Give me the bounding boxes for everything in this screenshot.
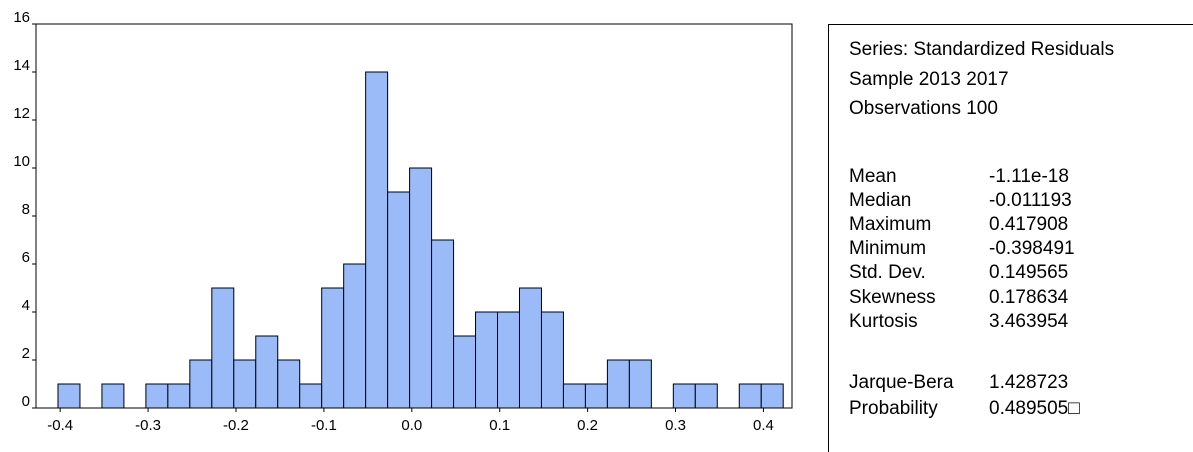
statistics-panel: Series: Standardized Residuals Sample 20…	[828, 24, 1193, 452]
stat-label: Std. Dev.	[849, 262, 926, 283]
histogram-bar	[760, 383, 784, 409]
x-tick-label: 0.0	[401, 417, 422, 434]
stat-value: 0.149565	[989, 262, 1069, 283]
histogram-bar	[518, 287, 542, 409]
histogram-bar	[167, 383, 191, 409]
stat-label: Skewness	[849, 287, 936, 308]
stat-label: Median	[849, 190, 912, 211]
stat-value: 3.463954	[989, 311, 1069, 332]
histogram-bar	[672, 383, 696, 409]
histogram-bar	[365, 71, 389, 409]
x-tick-label: 0.2	[577, 417, 598, 434]
x-tick-label: 0.1	[489, 417, 510, 434]
stat-value: -0.398491	[989, 238, 1075, 259]
stat-row-kurtosis: Kurtosis 3.463954	[849, 311, 1189, 333]
histogram-bar	[189, 359, 213, 409]
histogram-bar	[387, 191, 411, 409]
stat-row-jarque-bera: Jarque-Bera 1.428723	[849, 372, 1189, 394]
histogram-bar	[562, 383, 586, 409]
observation-count: Observations 100	[849, 98, 998, 119]
histogram-bar	[431, 239, 455, 409]
histogram-bar	[475, 311, 499, 409]
histogram-bar	[628, 359, 652, 409]
sample-range: Sample 2013 2017	[849, 69, 1009, 90]
histogram-bar	[145, 383, 169, 409]
stat-value: 0.417908	[989, 214, 1069, 235]
y-tick-label: 10	[13, 153, 30, 170]
histogram-bar	[453, 335, 477, 409]
y-tick-label: 4	[22, 297, 30, 314]
stat-row-skewness: Skewness 0.178634	[849, 287, 1189, 309]
stat-value: 1.428723	[989, 372, 1069, 393]
y-tick-label: 16	[13, 9, 30, 26]
histogram-bar	[409, 167, 433, 409]
histogram-bar	[343, 263, 367, 409]
histogram-bar	[321, 287, 345, 409]
stat-row-minimum: Minimum -0.398491	[849, 238, 1189, 260]
stat-label: Maximum	[849, 214, 932, 235]
histogram-bar	[738, 383, 762, 409]
x-tick-label: -0.1	[311, 417, 337, 434]
x-tick-label: -0.3	[135, 417, 161, 434]
stat-row-std-dev: Std. Dev. 0.149565	[849, 262, 1189, 284]
stat-value: -0.011193	[989, 190, 1072, 211]
stat-row-median: Median -0.011193	[849, 190, 1189, 212]
stat-value: 0.489505□	[989, 398, 1080, 419]
y-tick-label: 12	[13, 105, 30, 122]
histogram-bar	[255, 335, 279, 409]
stat-label: Jarque-Bera	[849, 372, 954, 393]
x-tick-label: -0.4	[47, 417, 73, 434]
histogram-bar	[694, 383, 718, 409]
stat-row-mean: Mean -1.11e-18	[849, 166, 1189, 188]
histogram-bar	[606, 359, 630, 409]
y-tick-label: 6	[22, 249, 30, 266]
histogram-bar	[299, 383, 323, 409]
y-tick-label: 14	[13, 57, 30, 74]
histogram-bar	[233, 359, 257, 409]
stat-label: Kurtosis	[849, 311, 918, 332]
stat-row-probability: Probability 0.489505□	[849, 398, 1189, 420]
histogram-bar	[584, 383, 608, 409]
stat-label: Mean	[849, 166, 897, 187]
stat-row-maximum: Maximum 0.417908	[849, 214, 1189, 236]
stat-label: Probability	[849, 398, 938, 419]
histogram-bar	[57, 383, 81, 409]
histogram-bar	[277, 359, 301, 409]
x-tick-label: -0.2	[223, 417, 249, 434]
stat-label: Minimum	[849, 238, 927, 259]
x-tick-label: 0.4	[753, 417, 774, 434]
series-name: Series: Standardized Residuals	[849, 39, 1115, 60]
histogram-bars	[57, 71, 784, 409]
y-tick-label: 8	[22, 201, 30, 218]
histogram-chart: 0 2 4 6 8 10 12 14 16 -0.4 -0.3 -0.2 -0.1 0.0 0.1 0.2 0.…	[13, 9, 793, 434]
histogram-bar	[497, 311, 520, 409]
x-tick-label: 0.3	[665, 417, 686, 434]
histogram-bar	[540, 311, 564, 409]
stat-value: -1.11e-18	[989, 166, 1069, 187]
histogram-bar	[101, 383, 125, 409]
y-tick-label: 2	[22, 345, 30, 362]
histogram-bar	[211, 287, 235, 409]
y-tick-label: 0	[22, 393, 30, 410]
chart-ticks: 0 2 4 6 8 10 12 14 16 -0.4 -0.3 -0.2 -0.1 0.0 0.1 0.2 0.…	[13, 9, 774, 434]
stat-value: 0.178634	[989, 287, 1069, 308]
